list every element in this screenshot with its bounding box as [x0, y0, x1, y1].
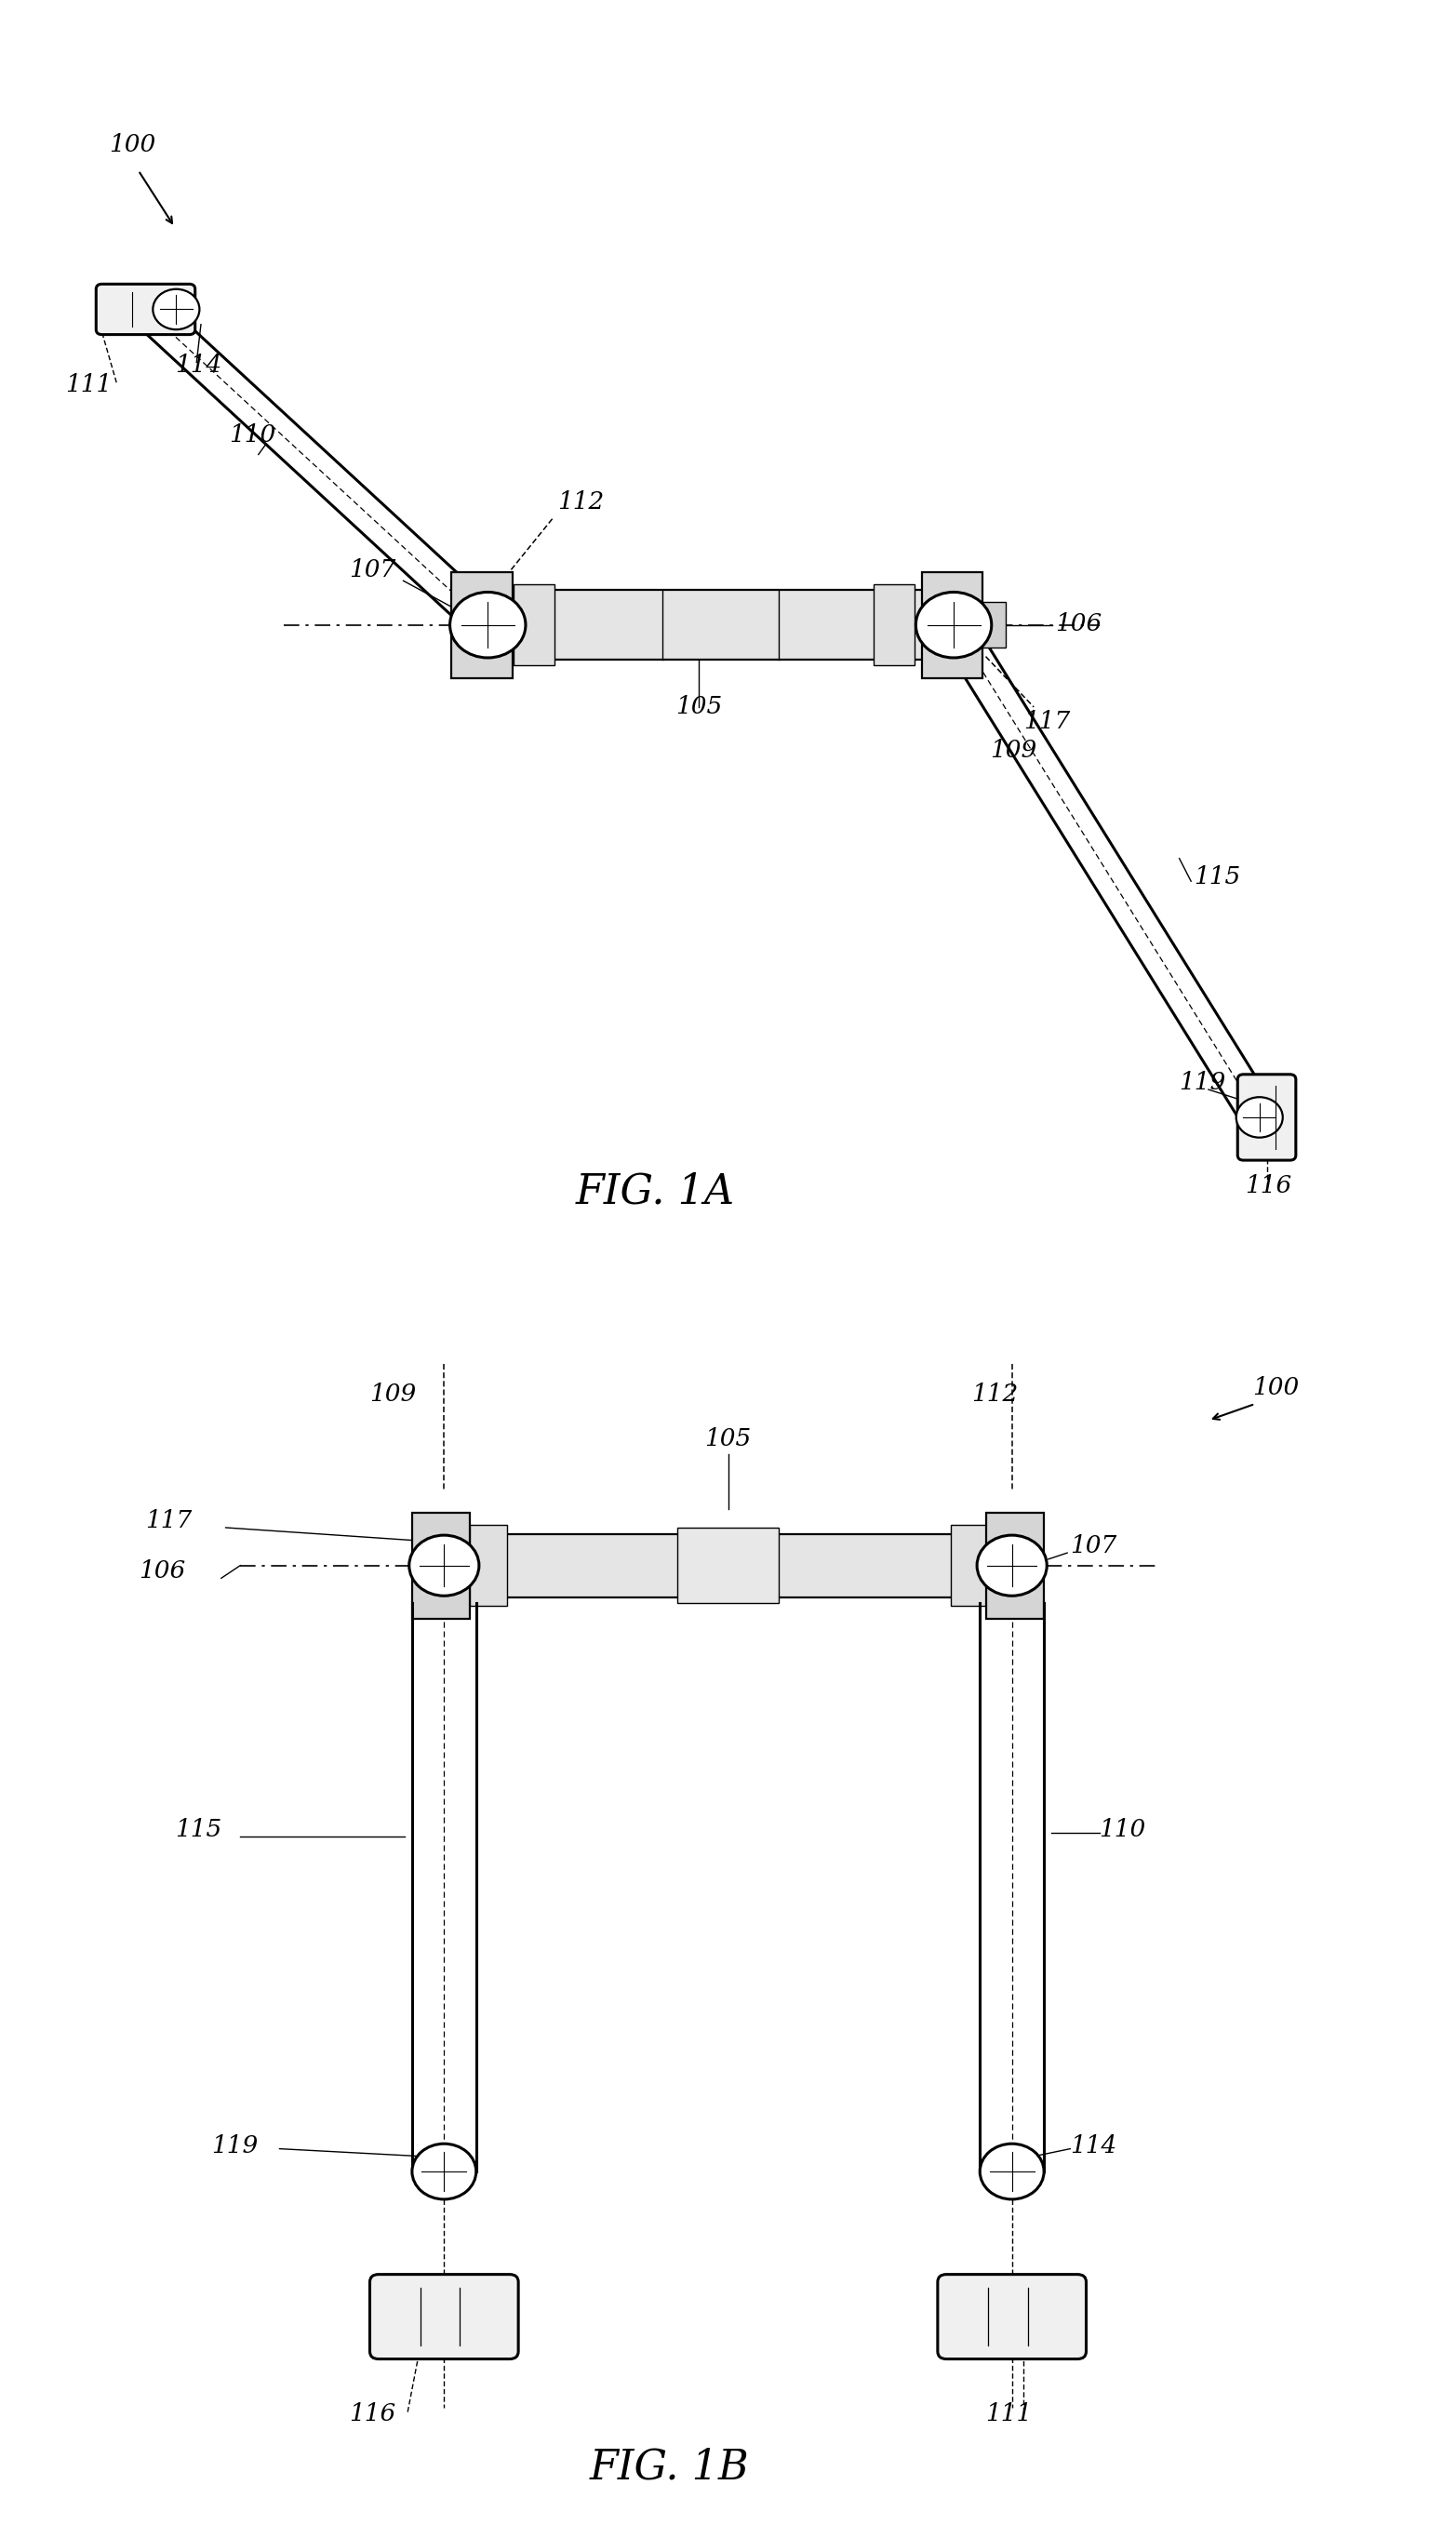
Bar [951, 1525, 987, 1606]
Text: 117: 117 [1024, 710, 1070, 732]
Circle shape [412, 2144, 476, 2199]
Text: FIG. 1A: FIG. 1A [575, 1172, 735, 1212]
Bar [514, 586, 555, 667]
Text: 116: 116 [1245, 1174, 1291, 1197]
Text: 109: 109 [370, 1384, 416, 1406]
Text: 117: 117 [146, 1510, 192, 1533]
Text: 111: 111 [66, 374, 112, 396]
Text: 110: 110 [1099, 1818, 1146, 1841]
Text: 100: 100 [109, 134, 156, 157]
Text: 105: 105 [676, 694, 722, 717]
Bar [412, 1512, 470, 1619]
Bar [986, 1512, 1044, 1619]
Circle shape [977, 1535, 1047, 1596]
Text: FIG. 1B: FIG. 1B [590, 2447, 750, 2487]
Bar [874, 586, 914, 667]
Text: 106: 106 [138, 1560, 185, 1583]
Circle shape [153, 290, 199, 331]
Circle shape [450, 591, 526, 659]
Text: 119: 119 [211, 2134, 258, 2156]
FancyBboxPatch shape [938, 2275, 1086, 2358]
Circle shape [916, 591, 992, 659]
Text: 106: 106 [1056, 614, 1102, 636]
Text: 107: 107 [1070, 1535, 1117, 1558]
Bar [922, 573, 983, 677]
Text: 115: 115 [1194, 866, 1241, 889]
Text: 112: 112 [971, 1384, 1018, 1406]
Circle shape [1236, 1096, 1283, 1136]
Text: 115: 115 [175, 1818, 221, 1841]
Text: 112: 112 [558, 490, 604, 513]
Text: 109: 109 [990, 740, 1037, 763]
Text: 110: 110 [230, 424, 277, 447]
Text: 119: 119 [1179, 1071, 1226, 1093]
Text: 114: 114 [175, 354, 221, 376]
Bar [677, 1528, 779, 1603]
Bar [470, 1525, 507, 1606]
Text: 114: 114 [1070, 2134, 1117, 2156]
FancyBboxPatch shape [1238, 1076, 1296, 1162]
Text: 107: 107 [349, 558, 396, 581]
Bar [451, 573, 513, 677]
Circle shape [980, 2144, 1044, 2199]
Text: 116: 116 [349, 2401, 396, 2427]
Text: 100: 100 [1252, 1376, 1299, 1399]
FancyBboxPatch shape [370, 2275, 518, 2358]
Bar [495, 591, 946, 659]
Circle shape [409, 1535, 479, 1596]
Bar [980, 603, 1006, 649]
Text: 111: 111 [986, 2401, 1032, 2427]
Bar [462, 1533, 994, 1598]
Text: 105: 105 [705, 1427, 751, 1449]
FancyBboxPatch shape [96, 283, 195, 333]
